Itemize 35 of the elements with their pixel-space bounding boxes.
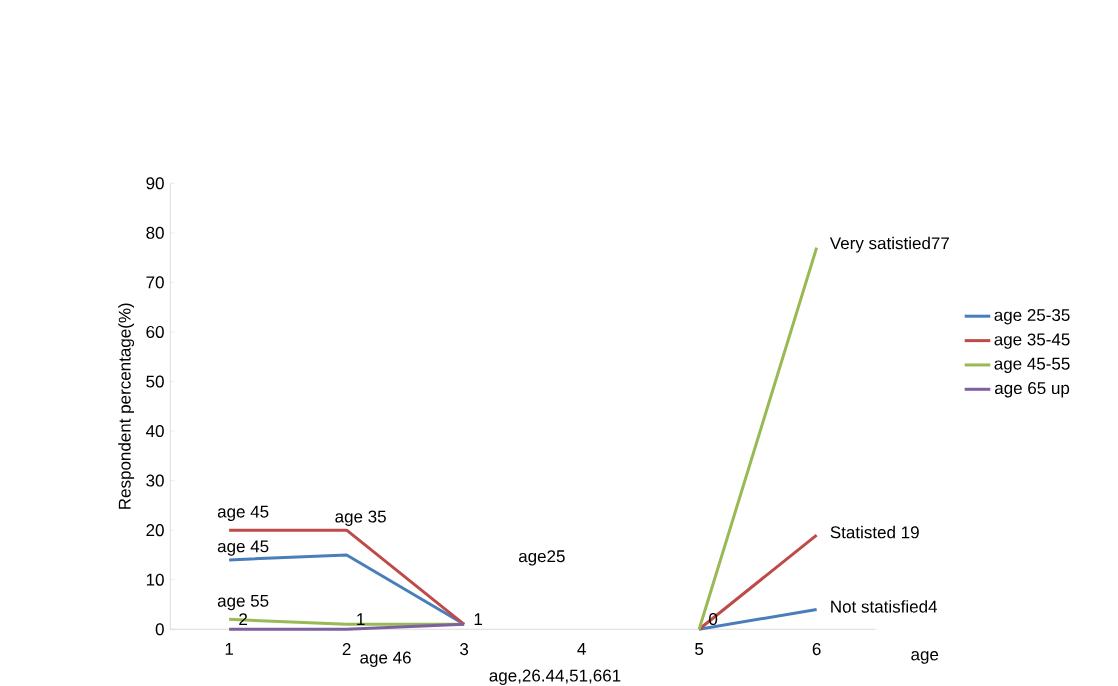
annotation: age 35 (335, 510, 386, 526)
y-tick-label: 50 (146, 375, 164, 388)
annotation: Statisted 19 (830, 525, 919, 539)
legend-label: age 25-35 (994, 309, 1070, 325)
annotation: 1 (357, 613, 365, 626)
annotation: Very satistied77 (829, 236, 949, 253)
x-tick-label: 1 (225, 643, 234, 655)
x-tick-label: 6 (812, 643, 821, 656)
x-axis-title: age (911, 651, 939, 664)
y-tick-label: 10 (146, 573, 164, 586)
y-tick-label: 80 (146, 226, 164, 239)
legend-label: age 65 up (994, 382, 1070, 398)
y-axis-title: Respondent percentage(%) (118, 303, 135, 509)
legend-label: age 35-45 (994, 333, 1070, 349)
y-tick-label: 70 (146, 276, 164, 289)
y-tick-label: 20 (146, 524, 164, 537)
y-tick-label: 30 (146, 474, 164, 487)
annotation: age25 (518, 550, 565, 566)
x-tick-label: 3 (460, 643, 469, 656)
x-tick-label: 5 (695, 643, 704, 655)
annotation: age 45 (217, 540, 269, 556)
annotation: 1 (474, 613, 483, 626)
annotation: 2 (239, 613, 247, 626)
x-tick-label: 2 (342, 643, 351, 656)
text: age,26.44,51,661 (489, 669, 621, 685)
y-tick-label: 40 (145, 425, 164, 438)
y-tick-label: 60 (146, 325, 164, 338)
legend-label: age 45-55 (994, 357, 1070, 374)
annotation: age 45 (217, 505, 269, 521)
y-tick-label: 90 (146, 177, 164, 190)
x-tick-label: 4 (577, 643, 586, 655)
text: age 46 (360, 651, 411, 667)
annotation: Not statisfied4 (831, 600, 938, 613)
y-tick-label: 0 (155, 623, 164, 636)
annotation: age 55 (217, 594, 269, 611)
